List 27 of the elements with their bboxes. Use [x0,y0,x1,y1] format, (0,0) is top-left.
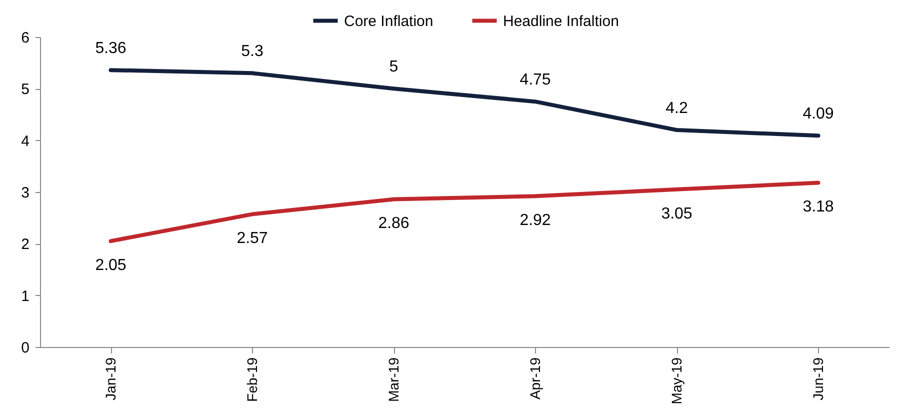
data-label: 2.86 [378,215,410,232]
y-tick-label: 1 [21,288,30,305]
x-tick-label: Feb-19 [244,357,260,402]
data-label: 2.57 [236,230,268,248]
data-label: 3.18 [802,198,834,216]
legend-label: Headline Infaltion [503,12,619,30]
legend-label: Core Inflation [344,12,434,30]
y-tick-label: 0 [21,340,30,356]
data-label: 5.3 [241,43,264,60]
x-tick-label: Jun-19 [810,357,826,400]
y-tick-label: 6 [21,30,30,46]
data-label: 5 [389,58,398,76]
y-tick-label: 3 [21,184,30,202]
y-tick-label: 4 [21,132,30,150]
data-label: 4.2 [666,100,688,117]
data-label: 4.75 [520,72,551,89]
data-label: 2.05 [95,257,126,274]
x-tick-label: May-19 [668,357,684,404]
x-tick-label: Jan-19 [102,357,118,400]
data-label: 2.92 [520,212,551,230]
data-label: 3.05 [661,205,692,222]
y-tick-label: 2 [21,236,30,254]
data-label: 4.09 [802,106,834,123]
y-tick-label: 5 [21,81,30,98]
x-tick-label: Mar-19 [385,357,402,402]
data-label: 5.36 [95,40,126,58]
x-tick-label: Apr-19 [526,357,543,400]
